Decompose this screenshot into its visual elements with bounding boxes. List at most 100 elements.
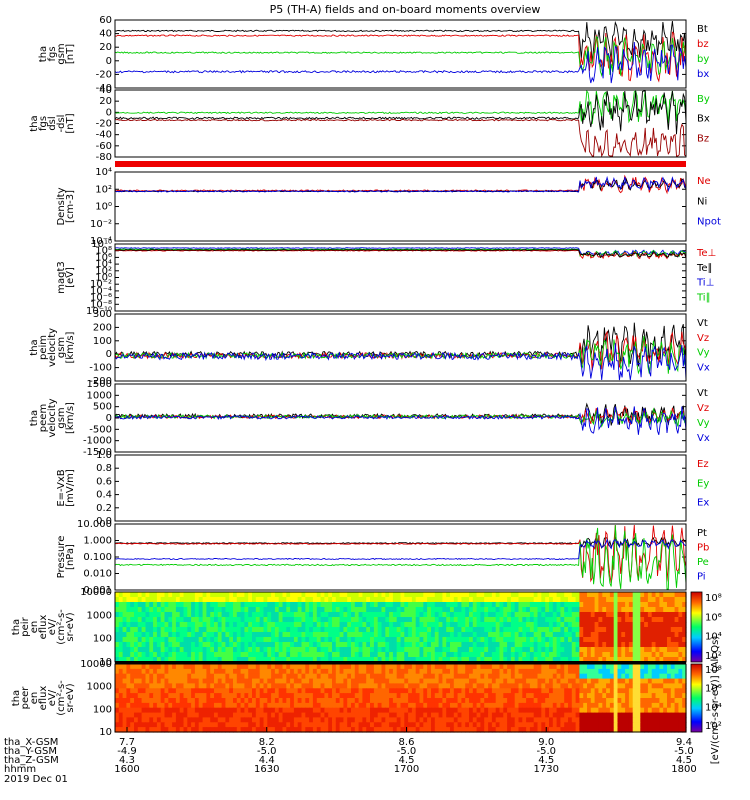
spectrogram-cell (206, 722, 211, 728)
spectrogram-cell (670, 668, 676, 675)
spectrogram-cell (446, 642, 451, 648)
spectrogram-cell (225, 673, 230, 680)
spectrogram-cell (427, 693, 432, 699)
spectrogram-cell (179, 664, 185, 670)
spectrogram-cell (438, 678, 443, 685)
spectrogram-cell (362, 657, 367, 663)
spectrogram-cell (609, 678, 615, 685)
spectrogram-cell (476, 688, 481, 694)
spectrogram-cell (682, 612, 687, 618)
spectrogram-cell (312, 673, 318, 680)
spectrogram-cell (644, 597, 649, 603)
spectrogram-cell (164, 727, 169, 733)
spectrogram-cell (446, 637, 451, 643)
spectrogram-cell (377, 612, 383, 618)
spectrogram-cell (529, 632, 535, 638)
spectrogram-cell (602, 664, 607, 670)
spectrogram-cell (210, 607, 215, 613)
spectrogram-cell (172, 702, 177, 709)
spectrogram-cell (465, 642, 470, 648)
panel-frame (114, 19, 687, 89)
spectrogram-cell (560, 612, 565, 618)
spectrogram-cell (427, 642, 432, 648)
spectrogram-cell (118, 664, 124, 670)
spectrogram-cell (362, 627, 367, 633)
spectrogram-cell (286, 637, 291, 643)
spectrogram-cell (510, 712, 516, 719)
spectrogram-cell (347, 592, 352, 598)
spectrogram-cell (583, 683, 588, 689)
spectrogram-cell (617, 664, 622, 670)
spectrogram-cell (392, 707, 398, 714)
spectrogram-cell (339, 664, 344, 670)
spectrogram-cell (156, 592, 162, 598)
spectrogram-cell (640, 688, 645, 694)
spectrogram-cell (499, 717, 504, 723)
spectrogram-cell (240, 707, 245, 714)
spectrogram-cell (510, 637, 516, 643)
spectrogram-cell (625, 627, 630, 633)
spectrogram-cell (510, 607, 516, 613)
spectrogram-cell (301, 668, 306, 675)
spectrogram-cell (278, 698, 284, 704)
spectrogram-cell (293, 688, 299, 694)
spectrogram-cell (168, 678, 173, 685)
spectrogram-cell (316, 688, 322, 694)
spectrogram-cell (240, 637, 245, 643)
spectrogram-cell (210, 698, 215, 704)
spectrogram-cell (335, 622, 341, 628)
spectrogram-cell (628, 592, 634, 598)
spectrogram-cell (168, 688, 173, 694)
y-axis-label: tha (29, 339, 40, 355)
spectrogram-cell (579, 647, 584, 653)
spectrogram-cell (118, 622, 124, 628)
spectrogram-cell (351, 627, 356, 633)
spectrogram-cell (332, 647, 337, 653)
spectrogram-cell (392, 664, 398, 670)
spectrogram-cell (594, 722, 599, 728)
spectrogram-cell (613, 592, 619, 598)
spectrogram-cell (156, 622, 162, 628)
x-row-label: tha_X-GSM (4, 737, 58, 748)
spectrogram-cell (236, 664, 242, 670)
spectrogram-cell (320, 678, 325, 685)
spectrogram-cell (187, 602, 192, 608)
spectrogram-cell (541, 698, 546, 704)
spectrogram-cell (377, 693, 383, 699)
spectrogram-cell (408, 622, 413, 628)
spectrogram-cell (210, 668, 215, 675)
spectrogram-cell (491, 683, 497, 689)
spectrogram-cell (674, 602, 679, 608)
spectrogram-cell (427, 717, 432, 723)
spectrogram-cell (533, 678, 539, 685)
spectrogram-cell (670, 602, 676, 608)
legend-entry: Ez (697, 459, 709, 470)
spectrogram-cell (594, 597, 599, 603)
spectrogram-cell (255, 673, 261, 680)
spectrogram-cell (545, 607, 550, 613)
spectrogram-cell (655, 597, 660, 603)
spectrogram-cell (362, 642, 367, 648)
spectrogram-cell (389, 693, 394, 699)
spectrogram-cell (480, 727, 485, 733)
spectrogram-cell (233, 722, 238, 728)
spectrogram-cell (587, 688, 592, 694)
spectrogram-cell (682, 622, 687, 628)
spectrogram-cell (278, 657, 284, 663)
spectrogram-cell (271, 597, 276, 603)
spectrogram-cell (484, 607, 489, 613)
spectrogram-cell (400, 673, 405, 680)
spectrogram-cell (514, 652, 520, 658)
spectrogram-cell (153, 698, 158, 704)
spectrogram-cell (415, 683, 421, 689)
spectrogram-cell (450, 612, 455, 618)
spectrogram-cell (568, 647, 573, 653)
spectrogram-cell (408, 647, 413, 653)
spectrogram-cell (469, 702, 474, 709)
spectrogram-cell (476, 627, 481, 633)
spectrogram-cell (290, 688, 295, 694)
spectrogram-cell (510, 617, 516, 623)
spectrogram-cell (267, 627, 272, 633)
spectrogram-cell (400, 622, 405, 628)
spectrogram-cell (491, 622, 497, 628)
